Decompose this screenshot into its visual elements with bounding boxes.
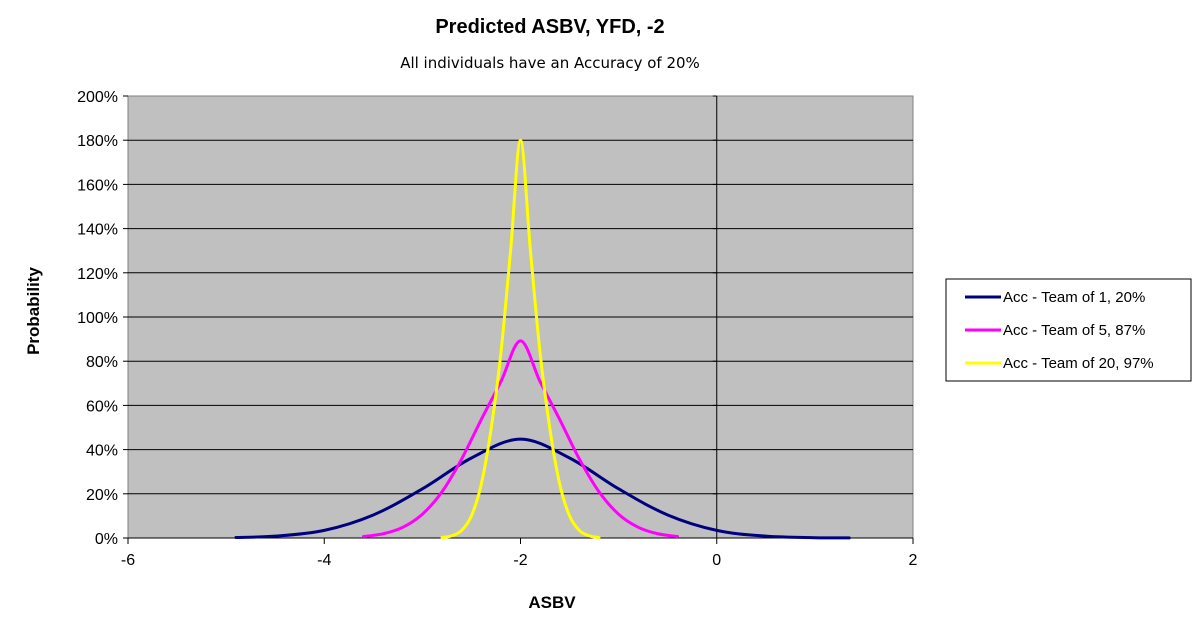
series-lines <box>234 138 851 540</box>
axes: 0% 20% 40% 60% 80% 100% 120% 140% 160% 180% 200% -6… <box>77 89 917 569</box>
y-tick-label: 140% <box>77 222 118 239</box>
legend-items: Acc - Team of 1, 20% Acc - Team of 5, 87%… <box>965 289 1154 372</box>
chart-title: Predicted ASBV, YFD, -2 <box>435 16 664 38</box>
y-tick-label: 120% <box>77 266 118 283</box>
x-tick-label: 2 <box>909 552 918 569</box>
x-tick-label: -2 <box>513 552 527 569</box>
y-tick-label: 160% <box>77 177 118 194</box>
y-tick-label: 100% <box>77 310 118 327</box>
legend-label: Acc - Team of 20, 97% <box>1003 355 1154 372</box>
x-axis-label: ASBV <box>528 593 576 612</box>
legend-label: Acc - Team of 5, 87% <box>1003 322 1145 339</box>
y-tick-label: 200% <box>77 89 118 106</box>
chart-subtitle: All individuals have an Accuracy of 20% <box>400 54 700 72</box>
y-tick-label: 0% <box>95 531 118 548</box>
x-tick-label: 0 <box>712 552 721 569</box>
legend: Acc - Team of 1, 20% Acc - Team of 5, 87%… <box>945 278 1192 382</box>
series-line-3 <box>440 138 601 539</box>
y-axis-label: Probability <box>24 267 43 355</box>
x-tick-label: -4 <box>317 552 331 569</box>
y-tick-label: 20% <box>86 487 118 504</box>
x-tick-label: -6 <box>121 552 135 569</box>
y-tick-label: 180% <box>77 133 118 150</box>
y-tick-label: 40% <box>86 443 118 460</box>
legend-label: Acc - Team of 1, 20% <box>1003 289 1145 306</box>
series-line-1 <box>234 437 851 540</box>
y-tick-label: 60% <box>86 398 118 415</box>
series-line-2 <box>362 339 679 539</box>
y-tick-label: 80% <box>86 354 118 371</box>
